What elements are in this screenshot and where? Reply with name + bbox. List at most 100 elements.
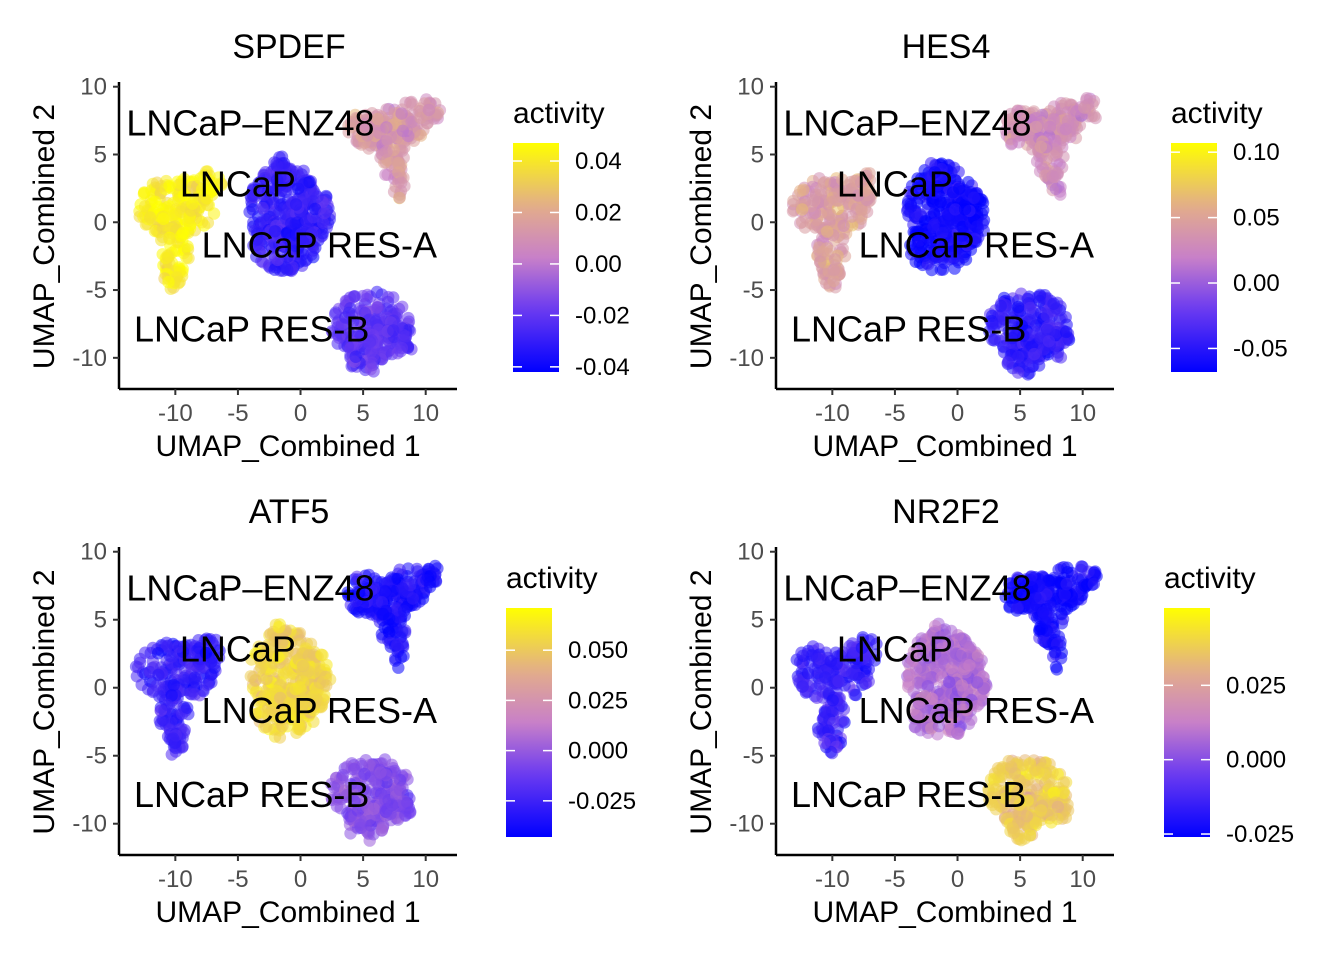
cell-point (383, 626, 396, 639)
cell-point (170, 667, 183, 680)
cell-point (396, 124, 409, 137)
cell-point (199, 646, 213, 660)
cell-point (300, 253, 313, 266)
scatter-points (133, 93, 447, 378)
cell-point (367, 582, 380, 595)
cluster-label: LNCaP RES-B (134, 774, 369, 815)
cell-point (362, 337, 376, 350)
cell-point (1001, 356, 1015, 369)
cell-point (249, 186, 262, 200)
cell-point (162, 275, 175, 289)
cell-point (392, 156, 405, 170)
y-tick-label: 10 (737, 74, 764, 101)
cell-point (405, 95, 418, 109)
colorbar-tick-label: -0.02 (575, 302, 630, 329)
x-tick-label: 10 (412, 400, 439, 427)
cell-point (902, 209, 915, 222)
colorbar-tick-label: 0.00 (1233, 270, 1280, 297)
cell-point (859, 676, 873, 690)
cell-point (827, 264, 840, 277)
colorbar (1164, 608, 1210, 837)
y-tick-label: -5 (86, 277, 107, 304)
y-axis-title: UMAP_Combined 2 (28, 569, 61, 834)
y-tick-label: 0 (751, 675, 764, 702)
cell-point (243, 205, 256, 219)
cluster-label: LNCaP–ENZ48 (783, 567, 1031, 608)
legend-title: activity (506, 562, 598, 595)
cell-point (344, 302, 357, 315)
x-axis-title: UMAP_Combined 1 (155, 430, 420, 463)
x-tick-label: 5 (356, 866, 369, 893)
cell-point (270, 159, 284, 172)
cell-point (977, 204, 990, 217)
cell-point (826, 694, 839, 707)
cell-point (909, 229, 922, 242)
cell-point (1012, 300, 1025, 314)
colorbar-tick-label: 0.025 (568, 687, 628, 714)
x-tick-label: -10 (815, 866, 850, 893)
cell-point (365, 356, 378, 369)
cell-point (296, 233, 310, 246)
cell-point (393, 783, 407, 797)
cell-point (429, 559, 442, 573)
cell-point (971, 220, 984, 233)
cluster-label: LNCaP (180, 629, 296, 670)
y-tick-label: -10 (729, 811, 764, 838)
cell-point (1057, 786, 1070, 799)
cell-point (1078, 101, 1091, 114)
cell-point (256, 201, 269, 215)
cell-point (371, 301, 384, 314)
x-tick-label: 5 (1013, 400, 1026, 427)
cell-point (379, 338, 392, 351)
cluster-label: LNCaP RES-A (859, 224, 1094, 265)
cell-point (202, 174, 215, 187)
cell-point (1080, 92, 1094, 105)
cell-point (396, 582, 409, 595)
x-tick-label: 5 (356, 400, 369, 427)
cell-point (153, 714, 167, 727)
colorbar-tick-label: -0.025 (1226, 821, 1294, 848)
colorbar (1171, 143, 1217, 372)
cell-point (1037, 606, 1050, 619)
cell-point (947, 251, 960, 265)
cell-point (395, 769, 408, 782)
cell-point (167, 678, 180, 692)
cell-point (181, 701, 194, 714)
cell-point (316, 216, 330, 229)
cell-point (184, 687, 197, 700)
y-tick-label: -5 (743, 277, 764, 304)
cell-point (848, 174, 861, 188)
cell-point (344, 827, 357, 840)
colorbar-tick-label: -0.05 (1233, 335, 1288, 362)
cell-point (957, 228, 970, 241)
cell-point (163, 256, 176, 270)
legend-title: activity (1171, 97, 1263, 130)
cell-point (902, 675, 915, 688)
cell-point (172, 640, 185, 653)
cell-point (953, 182, 966, 195)
cell-point (1075, 560, 1088, 573)
cell-point (396, 625, 409, 638)
cell-point (138, 200, 152, 213)
cell-point (349, 111, 363, 125)
cell-point (344, 312, 357, 326)
y-tick-label: -5 (86, 743, 107, 770)
cluster-label: LNCaP RES-A (202, 224, 437, 265)
cell-point (1058, 336, 1071, 349)
cell-point (1029, 120, 1043, 134)
cell-point (193, 658, 206, 671)
y-tick-label: 10 (80, 539, 107, 566)
panel-title: ATF5 (249, 493, 330, 531)
cell-point (422, 103, 436, 117)
cell-point (1059, 811, 1073, 824)
cell-point (395, 107, 408, 120)
cell-point (174, 177, 188, 191)
cell-point (1034, 140, 1048, 153)
colorbar-tick-label: -0.04 (575, 354, 630, 381)
cell-point (305, 227, 319, 240)
cell-point (1035, 622, 1049, 635)
x-tick-label: 5 (1013, 866, 1026, 893)
cell-point (1038, 768, 1051, 781)
cell-point (213, 644, 226, 657)
